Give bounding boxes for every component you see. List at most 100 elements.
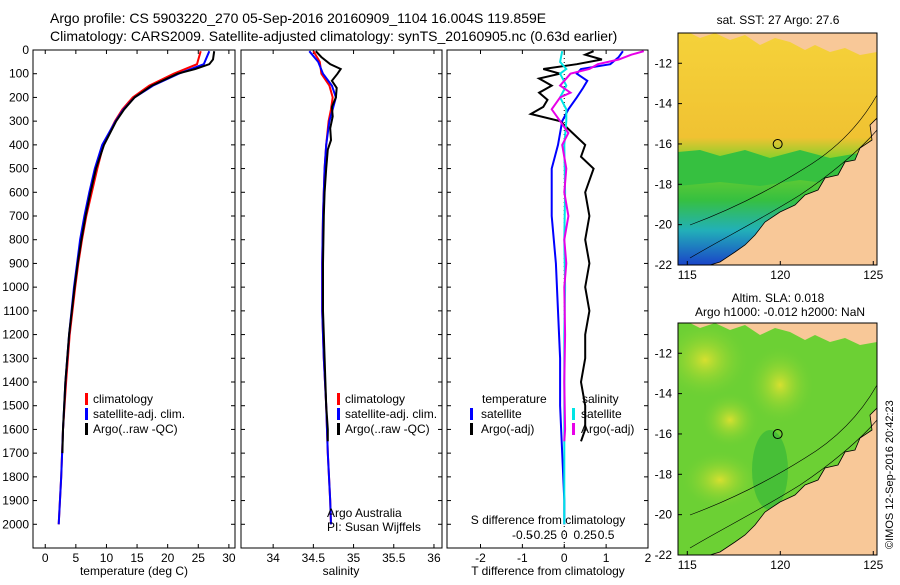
- y-tick-label: 1600: [2, 422, 29, 436]
- salinity-xlabel: salinity: [323, 564, 360, 578]
- legend-label-t-argo: Argo(-adj): [481, 422, 534, 436]
- series-line-salinity-argo-adj: [550, 50, 645, 442]
- argo-position-marker: [772, 429, 783, 440]
- map-y-tick-label: -20: [655, 508, 673, 522]
- y-tick-label: 1100: [3, 304, 29, 318]
- y-tick-label: 1900: [2, 494, 29, 508]
- x-tick-label: 1: [603, 551, 610, 565]
- y-tick-label: 1800: [2, 470, 29, 484]
- imos-credit: ©IMOS 12-Sep-2016 20:42:23: [884, 400, 896, 549]
- salinity-axes-frame: [240, 49, 443, 549]
- y-tick-label: 600: [9, 185, 29, 199]
- series-line-satellite-adj-clim: [57, 50, 211, 525]
- salinity-legend: climatology satellite-adj. clim. Argo(..…: [337, 392, 437, 436]
- x-tick-label: 2: [645, 551, 652, 565]
- sla-map-field: [678, 323, 877, 555]
- s-difference-axis: -0.5-0.2500.250.5: [512, 528, 615, 542]
- legend-label-argo: Argo(..raw -QC): [345, 422, 430, 436]
- y-tick-label: 100: [9, 67, 29, 81]
- depth-axis: 0 100 200 300 400 500 600 700 800 900 1000 1100 1200…: [2, 43, 235, 531]
- y-tick-label: 1400: [2, 375, 29, 389]
- map-y-tick-label: -20: [655, 218, 673, 232]
- temperature-legend: climatology satellite-adj. clim. Argo(..…: [85, 392, 185, 436]
- y-tick-label: 2000: [2, 517, 29, 531]
- sst-map-frame: [677, 32, 878, 266]
- t-difference-label: T difference from climatology: [471, 564, 625, 578]
- y-tick-label: 1200: [2, 328, 29, 342]
- sst-map-title: sat. SST: 27 Argo: 27.6: [717, 13, 840, 27]
- x-tick-label: 34.5: [302, 551, 326, 565]
- series-line-argo-raw-qc: [315, 50, 343, 442]
- temperature-x-axis: 0 5 10 15 20 25 30: [42, 50, 236, 565]
- x-tick-label: 25: [192, 551, 206, 565]
- legend-label-s-argo: Argo(-adj): [581, 422, 634, 436]
- legend-swatch-t-satellite: [470, 408, 473, 420]
- y-tick-label: 1300: [2, 351, 29, 365]
- sst-map-field: [678, 33, 877, 265]
- map-x-tick-label: 120: [770, 268, 790, 282]
- legend-label-s-satellite: satellite: [581, 407, 622, 421]
- sla-anomaly-high: [678, 323, 750, 400]
- temperature-panel: 0100200300400500600700800900100011001200…: [2, 43, 236, 578]
- sst-map: sat. SST: 27 Argo: 27.6 115 120 125 -12 -14 -…: [655, 13, 884, 282]
- y-tick-label: 200: [9, 90, 29, 104]
- difference-axes-frame: [446, 49, 649, 549]
- sst-land-australia: [709, 117, 877, 265]
- legend-salinity-title: salinity: [582, 392, 619, 406]
- legend-swatch-climatology: [85, 393, 88, 405]
- sla-map: Altim. SLA: 0.018 Argo h1000: -0.012 h20…: [655, 291, 884, 572]
- y-tick-label: 1000: [2, 280, 29, 294]
- sst-bathymetry-contour-2: [689, 94, 877, 226]
- s-tick-label: 0.5: [598, 528, 615, 542]
- sla-land-north: [678, 323, 877, 345]
- y-tick-label: 1700: [2, 446, 29, 460]
- sla-anomaly-high-3: [700, 392, 760, 448]
- temperature-lines: [57, 50, 216, 525]
- map-y-tick-label: -12: [655, 56, 673, 70]
- header-line2: Climatology: CARS2009. Satellite-adjuste…: [50, 28, 617, 44]
- legend-label-argo: Argo(..raw -QC): [93, 422, 178, 436]
- map-y-tick-label: -18: [655, 177, 673, 191]
- y-tick-label: 1500: [2, 399, 29, 413]
- legend-swatch-satellite: [85, 408, 88, 420]
- sla-map-axes: 115 120 125 -12 -14 -16 -18 -20 -22: [655, 346, 884, 572]
- map-y-tick-label: -16: [655, 137, 673, 151]
- legend-swatch-argo: [85, 423, 88, 435]
- legend-label-climatology: climatology: [345, 392, 405, 406]
- x-tick-label: 35.5: [382, 551, 406, 565]
- legend-swatch-argo: [337, 423, 340, 435]
- map-y-tick-label: -22: [655, 548, 673, 562]
- y-tick-label: 700: [9, 209, 29, 223]
- s-difference-label: S difference from climatology: [471, 513, 626, 527]
- legend-temperature-title: temperature: [482, 392, 547, 406]
- sla-map-title: Altim. SLA: 0.018: [732, 291, 825, 305]
- sla-anomaly-high-4: [680, 450, 760, 510]
- difference-lines: [528, 50, 645, 525]
- pi-label: PI: Susan Wijffels: [327, 520, 421, 534]
- s-tick-label: -0.5: [512, 528, 533, 542]
- series-line-temperature-argo-adj: [528, 50, 603, 442]
- x-tick-label: 30: [222, 551, 236, 565]
- map-y-tick-label: -22: [655, 258, 673, 272]
- x-tick-label: 0: [42, 551, 49, 565]
- argo-position-marker: [772, 139, 783, 150]
- y-tick-label: 300: [9, 114, 29, 128]
- map-y-tick-label: -16: [655, 427, 673, 441]
- y-tick-label: 500: [9, 162, 29, 176]
- sla-map-frame: [677, 322, 878, 556]
- salinity-lines: [308, 50, 343, 525]
- sst-land-north: [678, 33, 877, 55]
- series-line-climatology: [57, 50, 202, 525]
- salinity-panel: 34 34.5 35 35.5 36 salinity climatology sate…: [240, 49, 443, 578]
- legend-label-climatology: climatology: [93, 392, 153, 406]
- x-tick-label: 34: [266, 551, 280, 565]
- x-tick-label: 10: [100, 551, 114, 565]
- x-tick-label: 20: [161, 551, 175, 565]
- map-x-tick-label: 115: [678, 268, 697, 282]
- y-tick-label: 0: [22, 43, 29, 57]
- s-tick-label: 0.25: [574, 528, 598, 542]
- map-y-tick-label: -14: [655, 97, 673, 111]
- map-y-tick-label: -18: [655, 467, 673, 481]
- temperature-xlabel: temperature (deg C): [80, 564, 188, 578]
